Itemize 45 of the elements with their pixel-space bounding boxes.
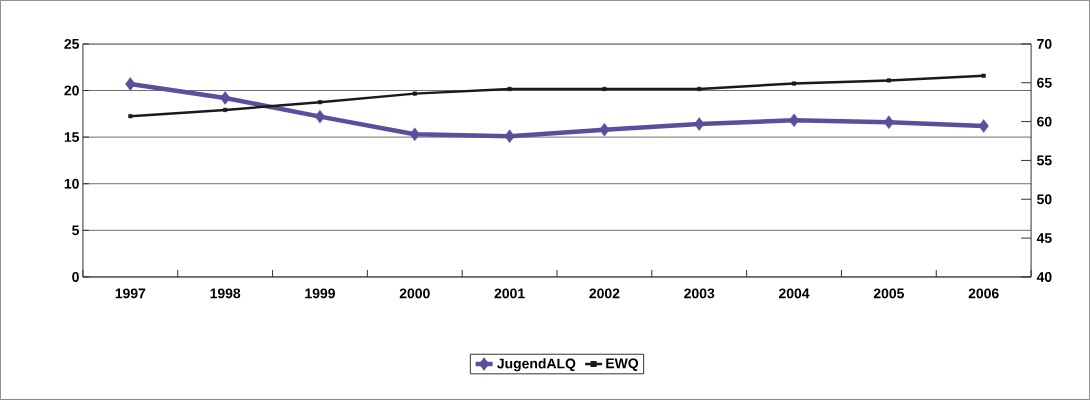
y-tick-label: 20 [64, 85, 79, 96]
point [602, 86, 607, 92]
point [223, 107, 228, 113]
x-tick-label: 2002 [589, 288, 620, 299]
y-tick-label: 10 [64, 178, 79, 189]
point [507, 86, 512, 92]
x-tick-label: 2004 [779, 288, 810, 299]
y2-tick-label: 45 [1036, 233, 1052, 244]
point [981, 73, 986, 78]
y2-tick-label: 50 [1037, 194, 1052, 205]
y-tick-label: 5 [72, 225, 80, 236]
point [697, 86, 702, 92]
legend-label: JugendALQ [497, 358, 576, 372]
point [412, 91, 417, 96]
y-tick-label: 25 [64, 39, 80, 49]
point [792, 81, 797, 86]
point [883, 115, 894, 129]
point [694, 117, 705, 131]
x-tick-label: 2006 [968, 288, 999, 299]
point [220, 91, 231, 105]
point [409, 127, 420, 142]
y2-tick-label: 60 [1037, 116, 1052, 127]
y2-tick-label: 70 [1037, 39, 1052, 49]
point [317, 100, 323, 105]
x-tick-label: 2001 [494, 288, 525, 299]
point [128, 114, 133, 119]
point [788, 113, 800, 128]
point [125, 77, 136, 91]
x-tick-label: 1999 [305, 288, 335, 299]
y2-tick-label: 65 [1037, 77, 1052, 88]
x-tick-label: 1998 [210, 288, 241, 299]
point [504, 129, 515, 143]
x-tick-label: 2005 [873, 288, 904, 299]
y-tick-label: 15 [64, 132, 80, 143]
x-tick-label: 2000 [399, 288, 430, 299]
legend-label: EWQ [606, 358, 639, 371]
y2-tick-label: 55 [1037, 155, 1052, 166]
y-tick-label: 0 [72, 272, 79, 282]
y2-tick-label: 40 [1036, 272, 1052, 282]
point [314, 109, 326, 124]
x-tick-label: 1997 [115, 288, 146, 299]
point [978, 119, 989, 133]
point [886, 78, 891, 83]
x-tick-label: 2003 [684, 288, 715, 299]
point [599, 123, 610, 137]
